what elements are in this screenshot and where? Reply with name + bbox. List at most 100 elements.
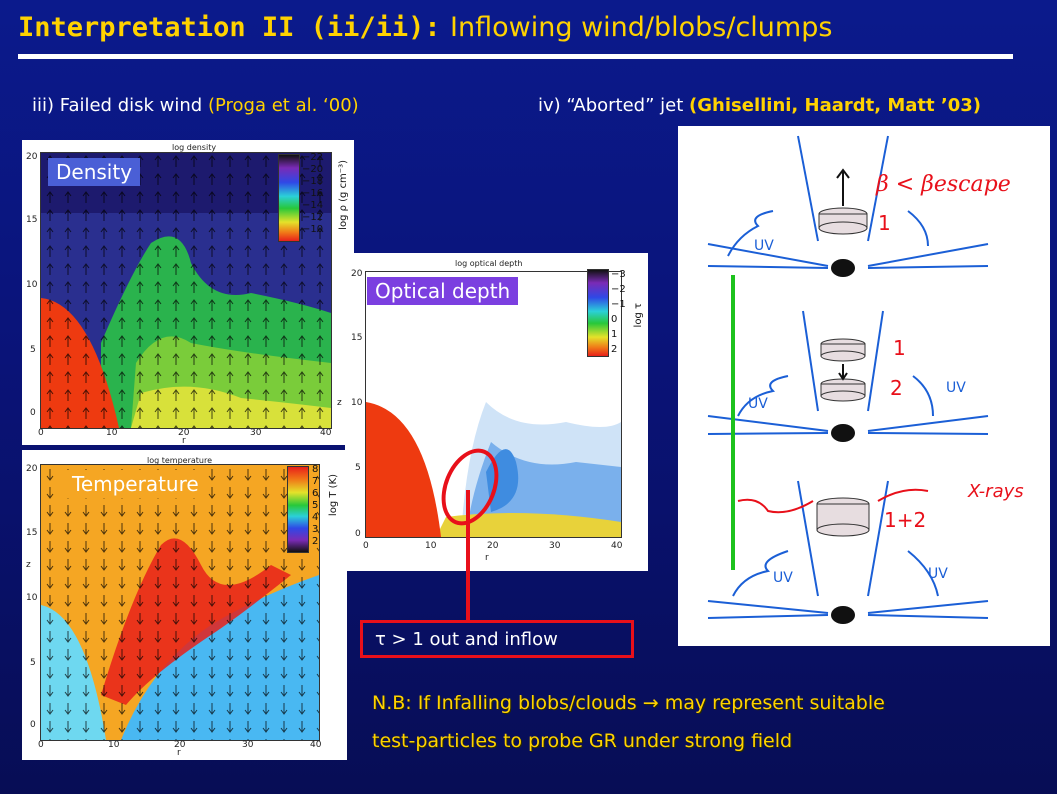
x-tick: 0 (38, 740, 44, 750)
slide-title-main: Inflowing wind/blobs/clumps (450, 12, 833, 43)
x-tick: 0 (363, 541, 369, 551)
jet-sketch-drawing (707, 135, 989, 624)
density-colorbar-label: log ρ (g cm⁻³) (338, 160, 349, 230)
cbar-tick: −16 (302, 188, 324, 199)
aborted-jet-sketch: β < βescape 1 1 2 1+2 X-rays UV UV UV UV… (678, 126, 1050, 646)
y-tick: 15 (26, 215, 38, 225)
density-plot (40, 152, 332, 429)
cbar-tick: 5 (312, 500, 319, 511)
y-tick: 20 (351, 269, 363, 279)
cbar-tick: 4 (312, 512, 319, 523)
slide-title-prefix: Interpretation II (ii/ii): (18, 12, 441, 43)
left-heading-label: iii) Failed disk wind (32, 95, 203, 116)
x-tick: 40 (320, 428, 332, 438)
sketch-label-1-plus-2: 1+2 (884, 508, 927, 532)
optical-depth-panel: log optical depth Optical depth −3 −2 −1… (337, 253, 648, 571)
optical-colorbar (587, 269, 609, 357)
sketch-label-2: 2 (890, 376, 903, 400)
sketch-uv-label: UV (748, 396, 768, 412)
x-tick: 30 (549, 541, 561, 551)
y-tick: 5 (30, 658, 36, 668)
x-tick: 20 (178, 428, 190, 438)
sketch-escape-label: β < βescape (876, 172, 1011, 197)
y-tick: 0 (355, 529, 361, 539)
sketch-label-1: 1 (878, 211, 891, 235)
cbar-tick: −1 (611, 299, 626, 310)
cbar-tick: −12 (302, 212, 324, 223)
x-tick: 0 (38, 428, 44, 438)
x-tick: 10 (425, 541, 437, 551)
x-tick: 40 (310, 740, 322, 750)
y-tick: 20 (26, 464, 38, 474)
cbar-tick: −22 (302, 152, 324, 163)
cbar-tick: 2 (312, 536, 319, 547)
cbar-tick: 2 (611, 344, 618, 355)
sketch-uv-label: UV (754, 238, 774, 254)
density-badge: Density (48, 158, 141, 186)
note-line-2: test-particles to probe GR under strong … (372, 730, 793, 752)
temperature-panel: log temperature Temperature 8 7 6 5 4 3 … (22, 450, 347, 760)
cbar-tick: 6 (312, 488, 319, 499)
y-tick: 10 (26, 593, 38, 603)
right-heading-label: iv) “Aborted” jet (538, 95, 684, 116)
optical-colorbar-label: log τ (633, 303, 644, 328)
x-tick: 10 (106, 428, 118, 438)
density-colorbar-ticks: −22 −20 −18 −16 −14 −12 −10 (302, 152, 323, 236)
right-heading: iv) “Aborted” jet (Ghisellini, Haardt, M… (538, 95, 981, 116)
y-axis-label: z (337, 398, 342, 408)
optical-colorbar-ticks: −3 −2 −1 0 1 2 (611, 267, 626, 357)
density-colorbar (278, 154, 300, 242)
sequence-indicator-bar (731, 275, 735, 570)
y-axis-label: z (26, 560, 31, 570)
cbar-tick: −3 (611, 269, 626, 280)
title-rule (18, 54, 1013, 59)
y-tick: 0 (30, 720, 36, 730)
right-heading-citation: (Ghisellini, Haardt, Matt ’03) (689, 95, 982, 116)
temperature-map (41, 465, 319, 740)
density-panel: log density Density −22 −20 −18 −16 −14 … (22, 140, 354, 446)
sketch-xrays-label: X-rays (968, 481, 1024, 502)
x-tick: 30 (250, 428, 262, 438)
cbar-tick: −10 (302, 224, 324, 235)
y-tick: 15 (351, 333, 363, 343)
cbar-tick: −20 (302, 164, 324, 175)
y-tick: 10 (26, 280, 38, 290)
slide-title: Interpretation II (ii/ii): Inflowing win… (18, 12, 832, 43)
temperature-plot-title: log temperature (147, 456, 213, 465)
cbar-tick: 1 (611, 329, 618, 340)
y-tick: 5 (355, 463, 361, 473)
sketch-label-1b: 1 (893, 336, 906, 360)
callout-box: τ > 1 out and inflow (360, 620, 634, 658)
density-map (41, 153, 331, 428)
cbar-tick: 8 (312, 464, 319, 475)
cbar-tick: −18 (302, 176, 324, 187)
y-tick: 0 (30, 408, 36, 418)
optical-plot-title: log optical depth (455, 259, 523, 268)
cbar-tick: 0 (611, 314, 618, 325)
x-tick: 30 (242, 740, 254, 750)
cbar-tick: 3 (312, 524, 319, 535)
note-line-1: N.B: If Infalling blobs/clouds → may rep… (372, 692, 885, 714)
x-tick: 40 (611, 541, 623, 551)
temperature-colorbar-label: log T (K) (328, 474, 339, 517)
optical-badge: Optical depth (367, 277, 519, 305)
y-tick: 5 (30, 345, 36, 355)
left-heading-citation: (Proga et al. ‘00) (207, 95, 359, 116)
callout-connector (466, 490, 470, 620)
x-axis-label: r (177, 748, 181, 758)
y-tick: 20 (26, 152, 38, 162)
y-tick: 10 (351, 398, 363, 408)
x-axis-label: r (182, 436, 186, 446)
sketch-uv-label: UV (946, 380, 966, 396)
temperature-plot (40, 464, 320, 741)
sketch-uv-label: UV (928, 566, 948, 582)
x-axis-label: r (485, 553, 489, 563)
x-tick: 10 (108, 740, 120, 750)
temperature-colorbar (287, 466, 309, 553)
temperature-badge: Temperature (64, 470, 207, 498)
optical-map (366, 272, 621, 537)
optical-plot (365, 271, 622, 538)
left-heading: iii) Failed disk wind (Proga et al. ‘00) (32, 95, 359, 116)
callout-text: τ > 1 out and inflow (375, 629, 558, 650)
cbar-tick: 7 (312, 476, 319, 487)
